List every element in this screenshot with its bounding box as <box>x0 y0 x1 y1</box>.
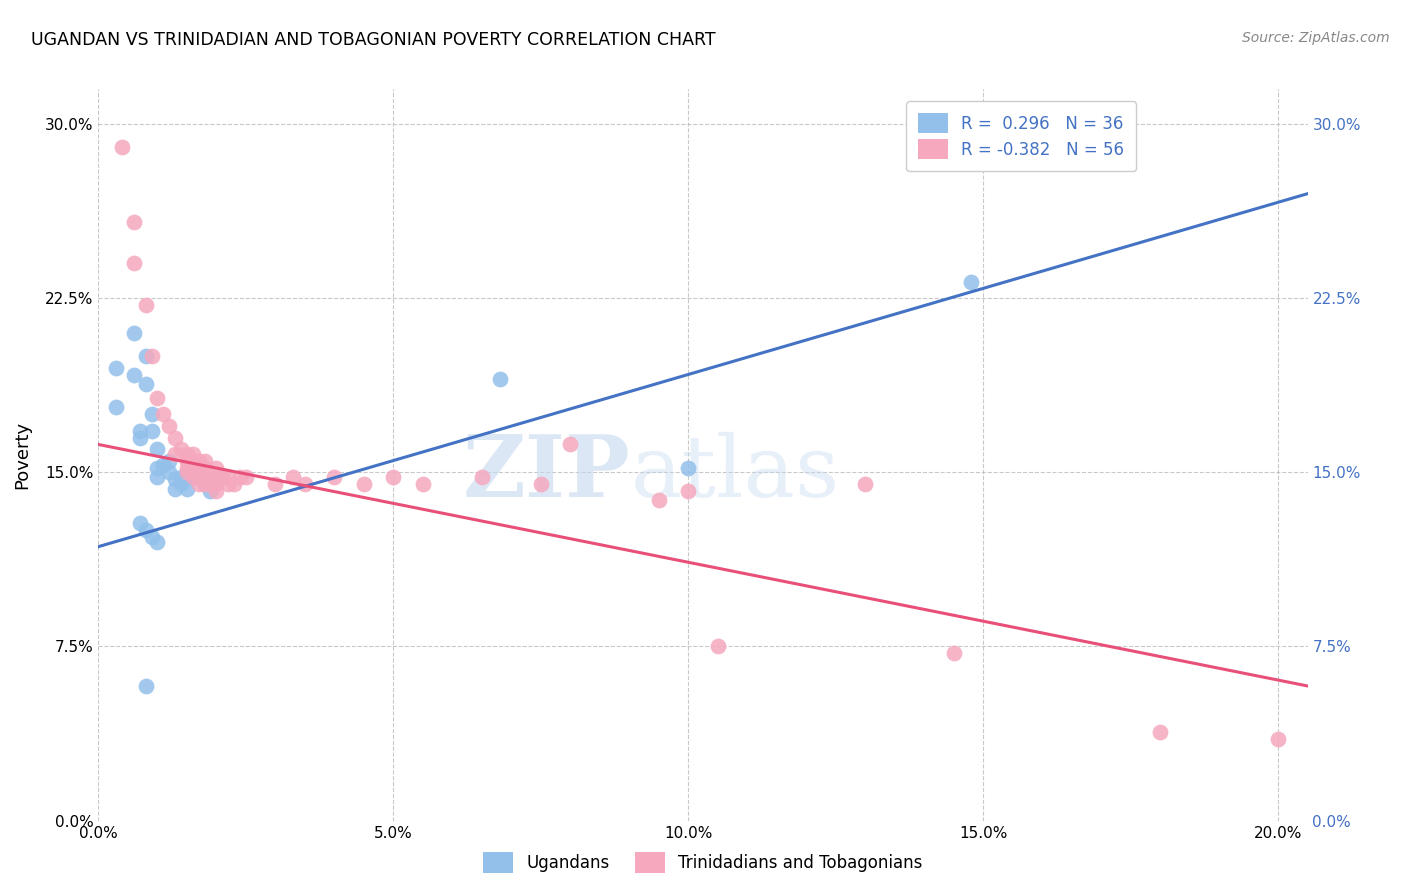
Point <box>122 214 145 228</box>
Point <box>146 470 169 484</box>
Point <box>146 391 169 405</box>
Point <box>187 477 209 491</box>
Point <box>146 442 169 456</box>
Point <box>181 470 204 484</box>
Point <box>165 472 187 486</box>
Point <box>678 483 700 498</box>
Point <box>105 401 128 415</box>
Text: atlas: atlas <box>630 432 839 515</box>
Point <box>128 424 150 438</box>
Point <box>229 470 252 484</box>
Point <box>165 447 187 461</box>
Text: UGANDAN VS TRINIDADIAN AND TOBAGONIAN POVERTY CORRELATION CHART: UGANDAN VS TRINIDADIAN AND TOBAGONIAN PO… <box>31 31 716 49</box>
Point <box>205 477 228 491</box>
Point <box>194 460 217 475</box>
Point <box>111 140 134 154</box>
Point <box>211 470 233 484</box>
Point <box>152 407 174 421</box>
Point <box>187 470 209 484</box>
Point <box>146 460 169 475</box>
Point <box>853 477 876 491</box>
Point <box>128 516 150 531</box>
Point <box>294 477 316 491</box>
Point <box>141 530 163 544</box>
Legend: Ugandans, Trinidadians and Tobagonians: Ugandans, Trinidadians and Tobagonians <box>477 846 929 880</box>
Point <box>176 470 198 484</box>
Point <box>1267 732 1289 747</box>
Point <box>205 460 228 475</box>
Point <box>217 470 239 484</box>
Point <box>181 466 204 480</box>
Point <box>281 470 304 484</box>
Text: Source: ZipAtlas.com: Source: ZipAtlas.com <box>1241 31 1389 45</box>
Point <box>135 377 157 392</box>
Point <box>122 326 145 340</box>
Point <box>165 430 187 444</box>
Point <box>105 360 128 375</box>
Point <box>165 482 187 496</box>
Point <box>176 460 198 475</box>
Point <box>678 460 700 475</box>
Point <box>176 454 198 468</box>
Point <box>122 256 145 270</box>
Point <box>141 424 163 438</box>
Point <box>176 482 198 496</box>
Point <box>488 372 510 386</box>
Point <box>194 477 217 491</box>
Point <box>152 458 174 473</box>
Point <box>157 466 180 480</box>
Point <box>181 447 204 461</box>
Point <box>141 349 163 363</box>
Y-axis label: Poverty: Poverty <box>13 421 31 489</box>
Point <box>205 470 228 484</box>
Point <box>323 470 346 484</box>
Point <box>648 493 671 508</box>
Point <box>135 298 157 312</box>
Point <box>135 679 157 693</box>
Point <box>217 477 239 491</box>
Point <box>471 470 494 484</box>
Point <box>960 275 983 289</box>
Point <box>205 470 228 484</box>
Point <box>135 349 157 363</box>
Point <box>194 470 217 484</box>
Point <box>200 477 222 491</box>
Point <box>530 477 553 491</box>
Point <box>412 477 434 491</box>
Point <box>560 437 582 451</box>
Point <box>353 477 375 491</box>
Point <box>128 430 150 444</box>
Point <box>187 470 209 484</box>
Point <box>187 454 209 468</box>
Point <box>146 535 169 549</box>
Point <box>382 470 405 484</box>
Point <box>122 368 145 382</box>
Point <box>200 483 222 498</box>
Point <box>135 524 157 538</box>
Point <box>205 483 228 498</box>
Point <box>170 470 193 484</box>
Point <box>181 454 204 468</box>
Point <box>235 470 257 484</box>
Point <box>194 477 217 491</box>
Point <box>187 460 209 475</box>
Point <box>141 407 163 421</box>
Point <box>264 477 287 491</box>
Point <box>176 466 198 480</box>
Point <box>181 470 204 484</box>
Point <box>942 647 965 661</box>
Point <box>170 442 193 456</box>
Point <box>194 454 217 468</box>
Text: ZIP: ZIP <box>463 431 630 516</box>
Point <box>157 418 180 433</box>
Point <box>706 640 728 654</box>
Point <box>211 470 233 484</box>
Legend: R =  0.296   N = 36, R = -0.382   N = 56: R = 0.296 N = 36, R = -0.382 N = 56 <box>907 101 1136 171</box>
Point <box>176 447 198 461</box>
Point <box>200 470 222 484</box>
Point <box>1149 725 1171 739</box>
Point <box>170 477 193 491</box>
Point <box>157 454 180 468</box>
Point <box>222 477 245 491</box>
